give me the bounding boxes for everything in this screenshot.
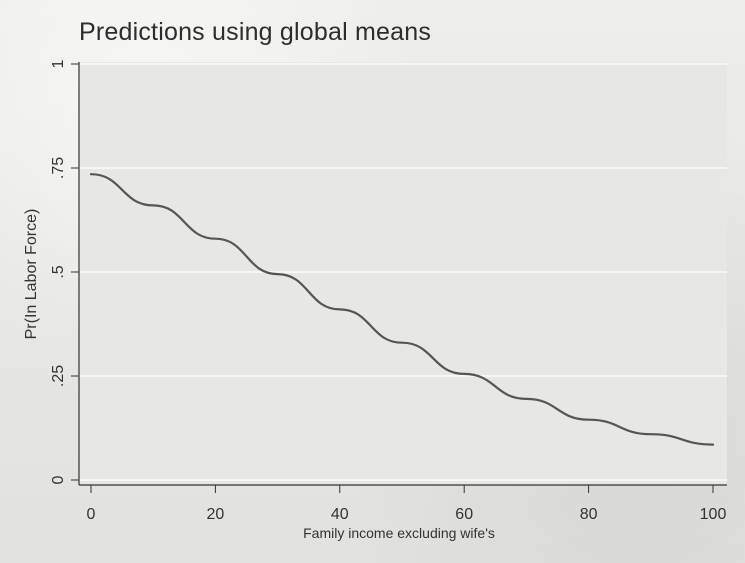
x-tick-label-5: 100 xyxy=(700,506,727,523)
grid-layer xyxy=(79,62,727,485)
y-tick-label-0: 0 xyxy=(50,475,67,484)
x-tick-label-1: 20 xyxy=(207,506,225,523)
probability-line xyxy=(89,173,715,446)
x-tick-label-4: 80 xyxy=(580,506,598,523)
y-tick-label-3: .75 xyxy=(50,157,67,179)
x-tick-label-0: 0 xyxy=(87,506,96,523)
x-axis-label: Family income excluding wife's xyxy=(303,525,495,541)
y-tick-label-4: 1 xyxy=(50,59,67,68)
chart-title: Predictions using global means xyxy=(79,18,431,46)
plot-area xyxy=(79,62,727,485)
y-tick-label-1: .25 xyxy=(50,365,67,387)
y-tick-label-2: .5 xyxy=(50,265,67,278)
series-layer xyxy=(89,173,715,446)
x-tick-label-2: 40 xyxy=(331,506,349,523)
axis-layer: 0 .25 .5 .75 1 0 20 40 60 80 100 xyxy=(50,59,727,523)
x-tick-label-3: 60 xyxy=(455,506,473,523)
y-axis-label: Pr(In Labor Force) xyxy=(23,209,40,340)
